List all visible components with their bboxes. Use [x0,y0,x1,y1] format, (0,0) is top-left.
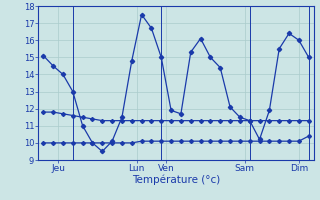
X-axis label: Température (°c): Température (°c) [132,175,220,185]
